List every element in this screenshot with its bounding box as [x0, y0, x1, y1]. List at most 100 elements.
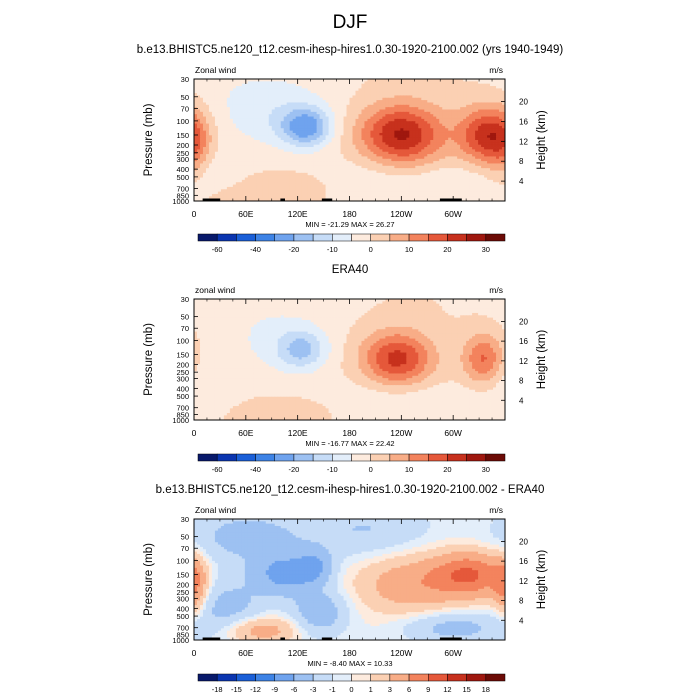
colorbar-box [312, 453, 333, 462]
y-tick-label: 700 [176, 185, 189, 194]
panel-title: b.e13.BHISTC5.ne120_t12.cesm-ihesp-hires… [156, 484, 545, 496]
colorbar-label: 0 [369, 245, 373, 254]
colorbar-box [236, 673, 256, 682]
colorbar-label: -10 [327, 465, 338, 474]
colorbar: -18 -15 -12 -9 -6 -3 -1 0 1 3 6 9 12 15 18 [197, 673, 506, 694]
colorbar-box [447, 233, 467, 242]
y-tick-label: 300 [176, 155, 189, 164]
colorbar-box [332, 233, 352, 242]
y-tick-label: 1000 [172, 416, 189, 425]
y-tick-label: 50 [181, 533, 189, 542]
colorbar-label: -10 [327, 245, 338, 254]
y2-tick-label: 16 [519, 337, 528, 346]
units-label: m/s [489, 65, 503, 75]
y-tick-label: 50 [181, 313, 189, 322]
panel-2: ERA40 zonal wind m/s 0 60E 120E 180 120W 60W 30 50… [143, 264, 548, 474]
panel-title: ERA40 [332, 264, 368, 276]
colorbar-box [466, 233, 487, 242]
colorbar-box [197, 673, 218, 682]
colorbar-box [428, 233, 448, 242]
y2-tick-label: 12 [519, 357, 528, 366]
colorbar-box [312, 233, 333, 242]
colorbar-box [447, 673, 467, 682]
y-axis-title: Pressure (mb) [143, 103, 155, 176]
colorbar-label: -60 [212, 465, 223, 474]
colorbar-box [389, 233, 410, 242]
y-tick-label: 500 [176, 392, 189, 401]
y2-tick-label: 8 [519, 157, 524, 166]
min-max-label: MIN = -16.77 MAX = 22.42 [305, 439, 394, 448]
y-tick-label: 250 [176, 368, 189, 377]
y-tick-label: 250 [176, 588, 189, 597]
y-tick-label: 850 [176, 410, 189, 419]
colorbar-box [370, 453, 391, 462]
colorbar-box [351, 453, 371, 462]
x-tick-label: 120E [288, 209, 308, 219]
colorbar-label: -20 [289, 465, 300, 474]
colorbar-label: 0 [349, 685, 353, 694]
colorbar-label: 20 [443, 465, 451, 474]
colorbar-box [485, 673, 506, 682]
colorbar-label: 1 [369, 685, 373, 694]
y-axis-title: Pressure (mb) [143, 543, 155, 616]
page-title: DJF [332, 12, 368, 33]
min-max-label: MIN = -8.40 MAX = 10.33 [307, 659, 392, 668]
colorbar-box [312, 673, 333, 682]
y-tick-label: 700 [176, 404, 189, 413]
colorbar-box [332, 673, 352, 682]
colorbar-box [216, 233, 237, 242]
colorbar-label: 30 [482, 465, 490, 474]
y-tick-label: 70 [181, 544, 189, 553]
topography-bar [280, 198, 285, 201]
colorbar-label: -9 [271, 685, 278, 694]
y-tick-label: 100 [176, 557, 189, 566]
y-tick-label: 300 [176, 594, 189, 603]
y2-tick-label: 12 [519, 137, 528, 146]
y-tick-label: 500 [176, 612, 189, 621]
topography-bar [440, 198, 462, 201]
y2-tick-label: 4 [519, 396, 524, 405]
colorbar-box [293, 453, 314, 462]
colorbar-box [466, 673, 487, 682]
variable-label: Zonal wind [195, 65, 236, 75]
colorbar-label: 10 [405, 245, 413, 254]
colorbar-box [428, 673, 448, 682]
x-tick-label: 60W [444, 428, 461, 438]
colorbar-box [408, 233, 429, 242]
y-tick-label: 250 [176, 149, 189, 158]
colorbar-label: 15 [462, 685, 470, 694]
colorbar-label: -40 [250, 465, 261, 474]
colorbar-box [255, 453, 275, 462]
y-tick-label: 200 [176, 360, 189, 369]
variable-label: Zonal wind [195, 505, 236, 515]
topography-bar [202, 198, 220, 201]
x-tick-label: 120E [288, 428, 308, 438]
y-tick-label: 70 [181, 104, 189, 113]
colorbar-box [408, 453, 429, 462]
colorbar-label: -40 [250, 245, 261, 254]
colorbar-box [197, 233, 218, 242]
y-tick-label: 30 [181, 515, 189, 524]
x-tick-label: 120E [288, 648, 308, 658]
colorbar-label: -3 [310, 685, 317, 694]
y-axis-title: Pressure (mb) [143, 323, 155, 396]
panel-title: b.e13.BHISTC5.ne120_t12.cesm-ihesp-hires… [137, 44, 564, 56]
colorbar-box [274, 233, 295, 242]
x-tick-label: 60E [238, 209, 253, 219]
colorbar-box [485, 453, 506, 462]
colorbar-label: -1 [329, 685, 336, 694]
variable-label: zonal wind [195, 285, 235, 295]
units-label: m/s [489, 285, 503, 295]
contour-field [194, 519, 505, 640]
y2-tick-label: 20 [519, 317, 528, 326]
colorbar-label: 6 [407, 685, 411, 694]
y-tick-label: 1000 [172, 197, 189, 206]
colorbar-box [466, 453, 487, 462]
topography-bar [321, 637, 333, 640]
y-tick-label: 400 [176, 604, 189, 613]
y-tick-label: 30 [181, 75, 189, 84]
x-tick-label: 180 [342, 648, 356, 658]
x-tick-label: 120W [390, 428, 412, 438]
colorbar-box [370, 673, 391, 682]
